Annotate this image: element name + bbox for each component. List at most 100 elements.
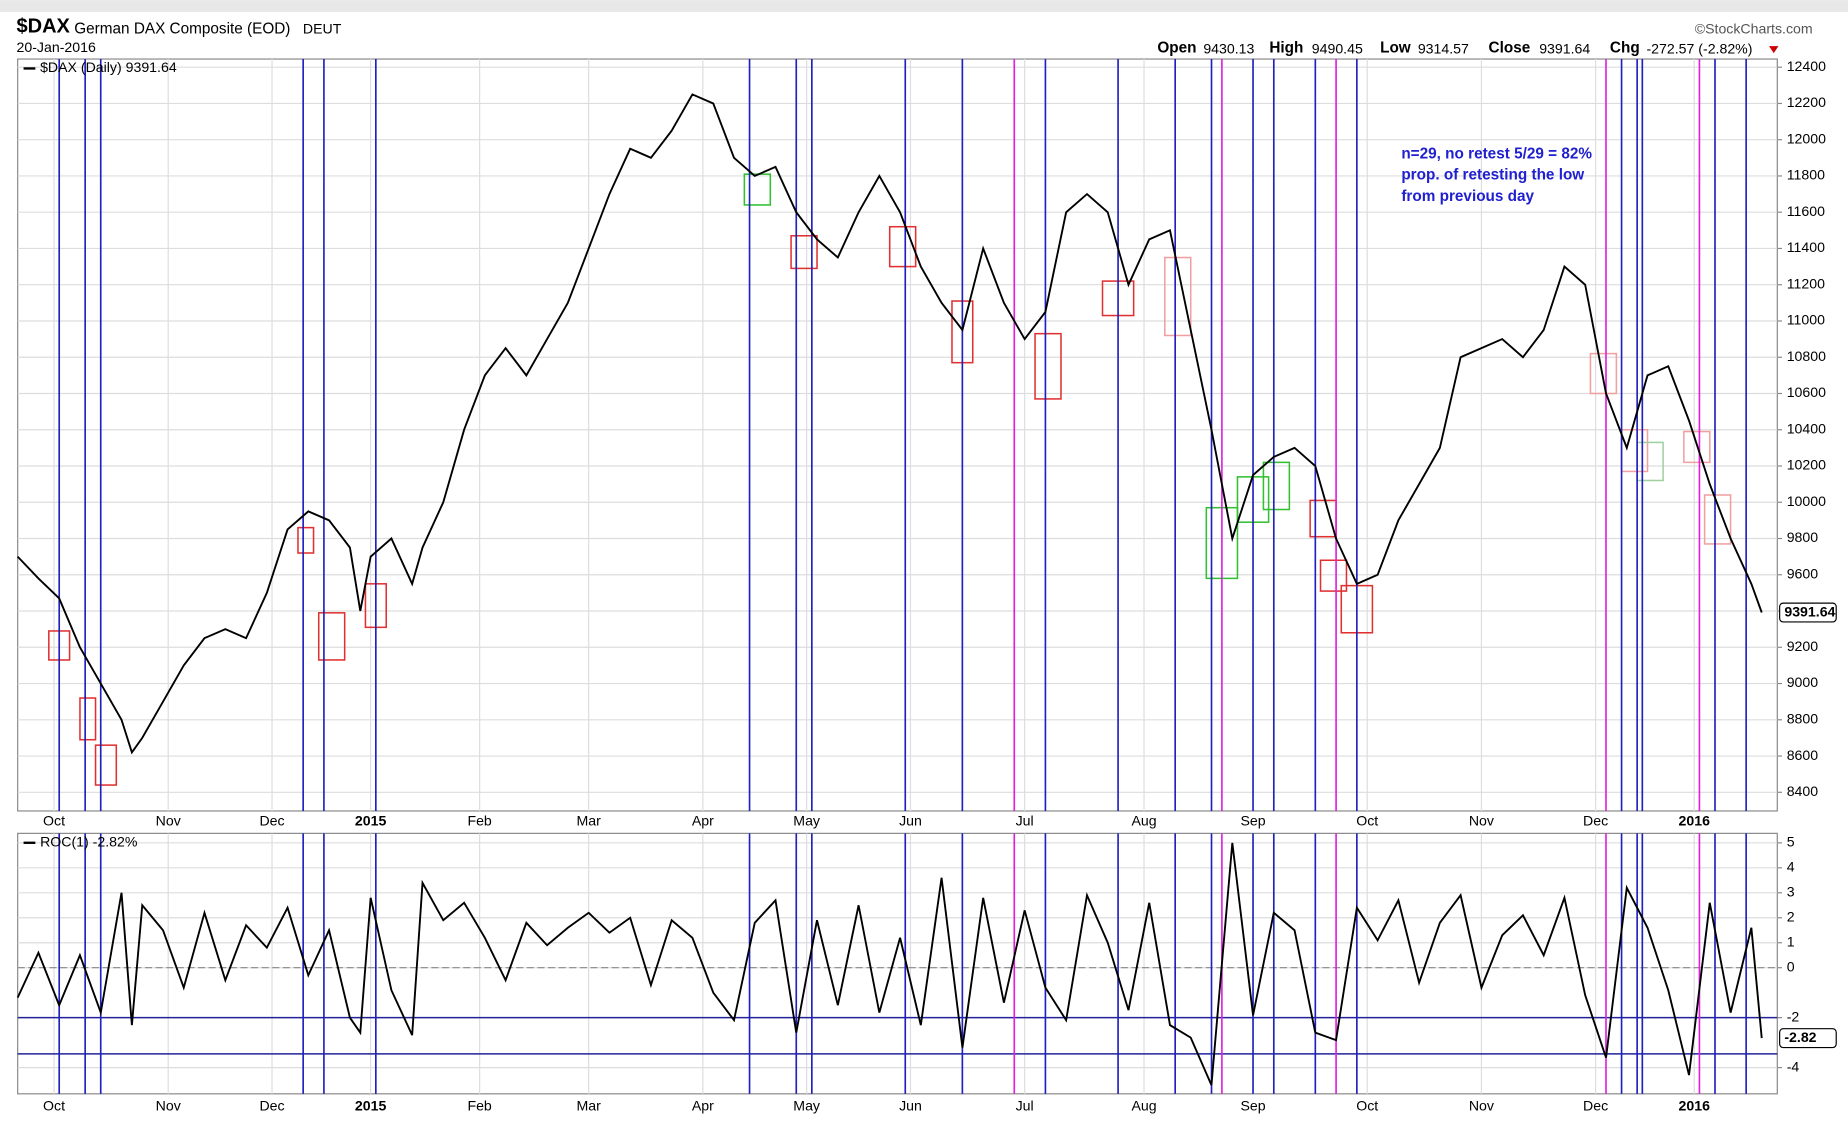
y-tick-label: -4 [1787, 1058, 1800, 1074]
x-tick-label: Nov [156, 812, 182, 828]
chg: -272.57 (-2.82%) [1646, 40, 1752, 56]
x-tick-label: Mar [576, 1098, 601, 1114]
x-tick-label: Sep [1240, 812, 1265, 828]
last-value: -2.82 [1784, 1029, 1816, 1045]
x-tick-label: Nov [156, 1098, 182, 1114]
y-tick-label: 11200 [1787, 275, 1825, 291]
legend: $DAX (Daily) 9391.64 [40, 59, 177, 75]
y-tick-label: 11600 [1787, 203, 1825, 219]
x-tick-label: Jun [899, 812, 922, 828]
y-tick-label: 3 [1787, 884, 1795, 900]
date: 20-Jan-2016 [16, 39, 95, 55]
y-tick-label: 9600 [1787, 565, 1819, 581]
plot-area [17, 58, 1778, 812]
y-tick-label: 12400 [1787, 58, 1826, 74]
signal-box [79, 697, 97, 741]
toolbar [0, 0, 1848, 12]
annotation: prop. of retesting the low [1401, 167, 1584, 184]
close: 9391.64 [1539, 40, 1590, 56]
x-tick-label: Mar [576, 812, 601, 828]
signal-box [790, 235, 818, 270]
y-tick-label: 10200 [1787, 457, 1826, 473]
x-tick-label: May [793, 812, 821, 828]
low: 9314.57 [1418, 40, 1469, 56]
x-tick-label: Jul [1016, 1098, 1034, 1114]
x-tick-label: Sep [1240, 1098, 1265, 1114]
plot-area [17, 832, 1778, 1095]
x-tick-label: Apr [692, 812, 714, 828]
x-tick-label: Dec [1583, 1098, 1608, 1114]
x-tick-label: Feb [467, 812, 491, 828]
x-tick-label: Dec [259, 1098, 284, 1114]
name: German DAX Composite (EOD) [74, 21, 290, 38]
y-tick-label: 11000 [1787, 312, 1825, 328]
x-tick-label: Oct [1356, 812, 1378, 828]
price-line [16, 842, 1763, 1086]
x-tick-label: 2016 [1679, 1098, 1711, 1114]
x-tick-label: 2015 [355, 812, 387, 828]
x-tick-label: Jun [899, 1098, 922, 1114]
signal-box [317, 612, 346, 661]
signal-box [888, 225, 917, 268]
price-line [16, 93, 1763, 755]
x-tick-label: Oct [43, 812, 65, 828]
source: ©StockCharts.com [1695, 20, 1813, 36]
open-label: Open [1157, 39, 1196, 56]
y-tick-label: 0 [1787, 958, 1795, 974]
high-label: High [1269, 39, 1303, 56]
y-tick-label: 8600 [1787, 747, 1819, 763]
x-tick-label: Nov [1469, 1098, 1495, 1114]
y-tick-label: 2 [1787, 908, 1795, 924]
signal-box [1034, 332, 1062, 400]
x-tick-label: 2016 [1679, 812, 1711, 828]
x-tick-label: Dec [259, 812, 284, 828]
x-tick-label: Aug [1131, 1098, 1156, 1114]
y-tick-label: 11800 [1787, 167, 1825, 183]
x-tick-label: Apr [692, 1098, 714, 1114]
signal-box [1589, 352, 1618, 395]
signal-box [1164, 256, 1192, 337]
y-tick-label: 1 [1787, 933, 1795, 949]
low-label: Low [1380, 39, 1411, 56]
y-tick-label: 11400 [1787, 239, 1825, 255]
annotation: from previous day [1401, 188, 1534, 205]
y-tick-label: 4 [1787, 859, 1795, 875]
y-tick-label: 10800 [1787, 348, 1826, 364]
y-tick-label: -2 [1787, 1008, 1800, 1024]
annotation: n=29, no retest 5/29 = 82% [1401, 146, 1592, 163]
y-tick-label: 12000 [1787, 130, 1826, 146]
last-value-badge [1779, 602, 1837, 623]
close-label: Close [1489, 39, 1531, 56]
high: 9490.45 [1312, 40, 1363, 56]
signal-box [297, 526, 315, 554]
y-tick-label: 9800 [1787, 529, 1819, 545]
chg-label: Chg [1610, 39, 1640, 56]
y-tick-label: 8400 [1787, 783, 1819, 799]
signal-box [1319, 559, 1348, 592]
signal-box [1703, 494, 1732, 545]
exchange: DEUT [303, 20, 342, 36]
y-tick-label: 9000 [1787, 674, 1819, 690]
y-tick-label: 12200 [1787, 94, 1826, 110]
signal-box [94, 744, 118, 786]
legend: ROC(1) -2.82% [40, 834, 138, 850]
y-tick-label: 8800 [1787, 711, 1819, 727]
y-tick-label: 10000 [1787, 493, 1826, 509]
x-tick-label: Jul [1016, 812, 1034, 828]
y-tick-label: 5 [1787, 834, 1795, 850]
y-tick-label: 10600 [1787, 384, 1826, 400]
x-tick-label: Nov [1469, 812, 1495, 828]
x-tick-label: Aug [1131, 812, 1156, 828]
x-tick-label: Oct [43, 1098, 65, 1114]
x-tick-label: Oct [1356, 1098, 1378, 1114]
signal-box [1683, 430, 1711, 464]
symbol: $DAX [16, 16, 70, 38]
y-tick-label: 9200 [1787, 638, 1819, 654]
signal-box [1262, 461, 1291, 511]
down-arrow [1769, 46, 1779, 54]
last-value-badge [1779, 1028, 1837, 1049]
x-tick-label: May [793, 1098, 821, 1114]
open: 9430.13 [1203, 40, 1254, 56]
